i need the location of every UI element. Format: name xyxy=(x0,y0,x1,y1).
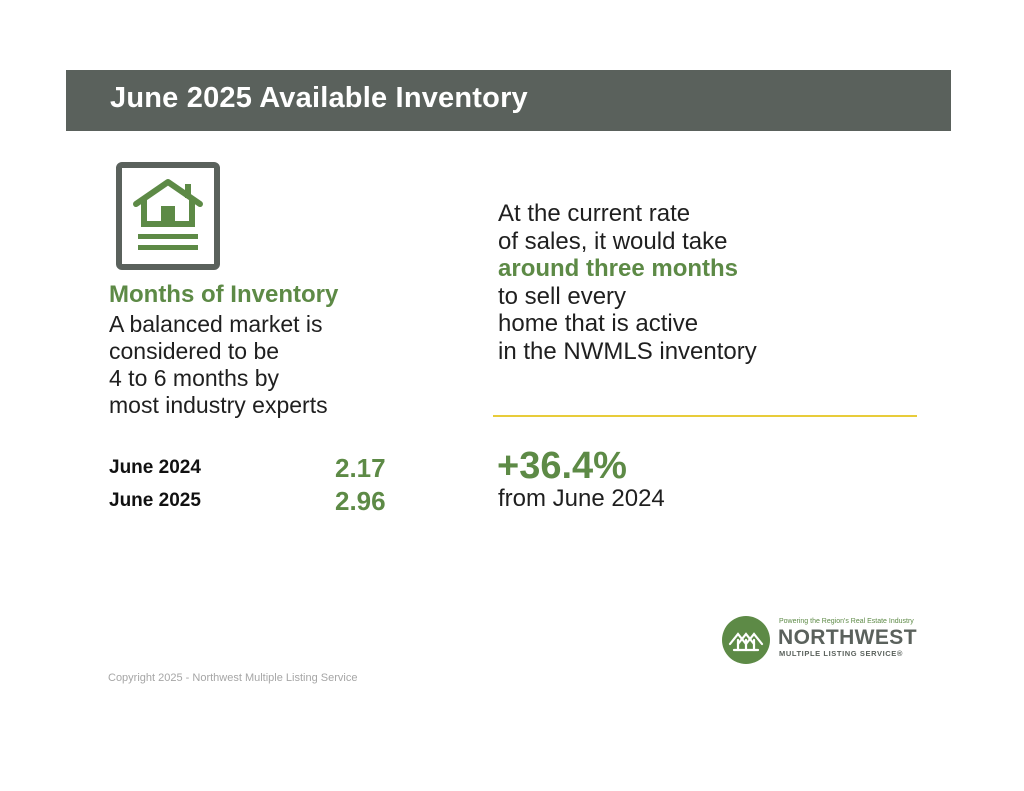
house-document-icon xyxy=(116,162,220,270)
stat-row-june-2024: June 2024 2.17 xyxy=(109,453,399,483)
copyright-notice: Copyright 2025 - Northwest Multiple List… xyxy=(108,672,358,684)
stat-row-june-2025: June 2025 2.96 xyxy=(109,486,399,516)
description-line: A balanced market is xyxy=(109,311,323,337)
nwmls-logo: Powering the Region's Real Estate Indust… xyxy=(722,615,922,665)
statement-line: of sales, it would take xyxy=(498,227,728,255)
page-title: June 2025 Available Inventory xyxy=(110,82,528,114)
logo-subtitle: MULTIPLE LISTING SERVICE® xyxy=(779,649,903,658)
logo-tagline: Powering the Region's Real Estate Indust… xyxy=(779,618,914,625)
logo-subtitle-text: MULTIPLE LISTING SERVICE xyxy=(779,649,897,658)
header-bar: June 2025 Available Inventory xyxy=(66,70,951,131)
stat-value: 2.17 xyxy=(335,453,386,483)
section-divider xyxy=(493,415,917,417)
statement-line: At the current rate xyxy=(498,200,691,227)
statement-line: to sell every xyxy=(498,282,627,310)
stat-value: 2.96 xyxy=(335,486,386,516)
stat-label: June 2025 xyxy=(109,490,201,511)
sales-rate-statement: At the current rate of sales, it would t… xyxy=(498,200,757,365)
statement-line: in the NWMLS inventory xyxy=(498,337,757,365)
registered-mark: ® xyxy=(896,649,904,658)
percent-change-subtitle: from June 2024 xyxy=(498,485,665,512)
stat-label: June 2024 xyxy=(109,457,201,478)
nwmls-logo-icon xyxy=(722,616,770,664)
description-line: most industry experts xyxy=(109,392,328,418)
description-line: 4 to 6 months by xyxy=(109,365,280,391)
percent-change-value: +36.4% xyxy=(497,445,627,487)
statement-highlight: around three months xyxy=(498,255,739,282)
months-of-inventory-title: Months of Inventory xyxy=(109,281,339,308)
statement-line: home that is active xyxy=(498,310,699,337)
description-line: considered to be xyxy=(109,338,280,364)
balanced-market-description: A balanced market is considered to be 4 … xyxy=(109,311,328,419)
logo-name: NORTHWEST xyxy=(778,626,917,649)
